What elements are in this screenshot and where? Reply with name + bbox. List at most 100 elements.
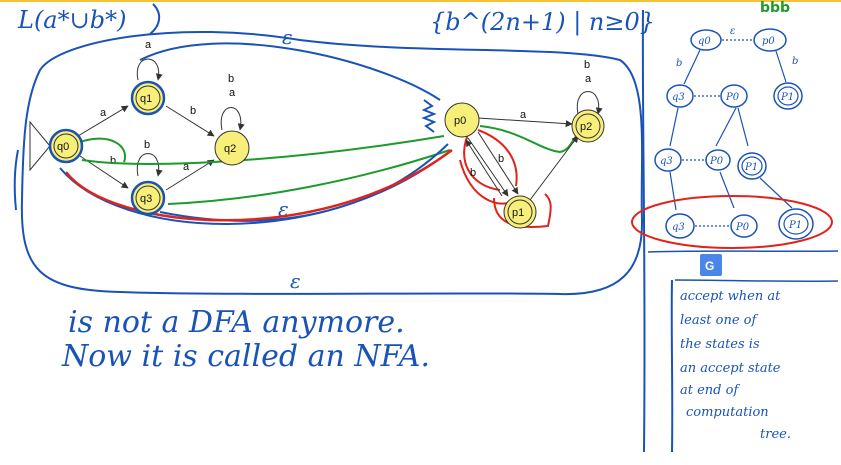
accept-note-line-2: least one of xyxy=(680,313,758,328)
tree-edge-epsilon: ε xyxy=(730,26,735,37)
state-q3: q3 xyxy=(130,180,166,216)
state-label-q2: q2 xyxy=(224,143,236,155)
tree-edge-b: b xyxy=(676,58,682,69)
tree-l2-q3: q3 xyxy=(660,156,673,167)
loop-q2 xyxy=(220,107,245,131)
accept-note-line-1: accept when at xyxy=(680,289,781,304)
blue-epsilon-q0-p0 xyxy=(59,153,447,225)
translate-icon: G xyxy=(705,259,714,273)
tree-l1-p1: P1 xyxy=(780,92,794,103)
red-highlight-path xyxy=(65,149,453,222)
tree-edge xyxy=(669,107,679,147)
divider-line xyxy=(641,9,646,453)
input-string-label: bbb xyxy=(760,0,790,16)
loop-p2 xyxy=(576,91,603,115)
language-left-label: L(a*∪b*) xyxy=(17,6,126,34)
edge-q1-q2 xyxy=(165,105,215,137)
tree-l2-p1: P1 xyxy=(744,162,758,173)
epsilon-label-bottom: ε xyxy=(290,269,301,293)
accept-note-line-4: an accept state xyxy=(680,361,781,376)
paren-stroke xyxy=(149,3,161,35)
epsilon-label-middle: ε xyxy=(278,197,289,221)
state-p0: p0 xyxy=(444,102,480,138)
edge-label-p2-loop2: a xyxy=(585,73,592,85)
tree-root-p0 xyxy=(753,28,787,52)
state-label-p1: p1 xyxy=(512,207,524,219)
edge-label-q1-loop: a xyxy=(145,39,152,51)
edge-label-q3-q2: a xyxy=(183,161,190,173)
tree-edge xyxy=(775,50,787,83)
accept-note-line-5: at end of xyxy=(680,383,740,398)
state-label-p0: p0 xyxy=(454,115,466,127)
edge-label-q2-loop2: a xyxy=(229,87,236,99)
language-right-label: {b^(2n+1) | n≥0} xyxy=(430,8,655,37)
tree-level-3: q3 P0 P1 xyxy=(665,208,814,240)
start-arrow xyxy=(29,120,51,172)
tree-l3-p0: P0 xyxy=(735,222,750,233)
red-circle-p1 xyxy=(493,193,552,228)
edge-p0-p1-a xyxy=(467,137,509,197)
top-highlight-strip xyxy=(0,0,841,2)
loop-q3 xyxy=(136,153,163,177)
state-p1: p1 xyxy=(503,195,537,229)
tree-edge xyxy=(715,107,749,147)
state-label-q1: q1 xyxy=(140,93,152,105)
computation-tree: q0 ε p0 b b q3 P0 P1 q3 P0 P1 xyxy=(631,26,833,249)
tree-l2-p0: P0 xyxy=(709,156,724,167)
edge-p0-p1-b xyxy=(477,131,519,195)
edge-label-q1-q2: b xyxy=(190,105,196,117)
tree-root-q0 xyxy=(690,29,722,51)
state-p2: p2 xyxy=(571,109,605,143)
edge-label-p0-p2: a xyxy=(520,109,527,121)
state-label-p2: p2 xyxy=(580,121,592,133)
green-epsilon-q3-p0 xyxy=(167,149,451,205)
accept-highlight-ring xyxy=(631,195,833,249)
tree-root-p0-label: p0 xyxy=(762,36,775,47)
state-q0: q0 xyxy=(48,128,84,164)
note-line-2: Now it is called an NFA. xyxy=(61,339,430,374)
epsilon-label-top: ε xyxy=(282,25,293,49)
tree-root-q0-label: q0 xyxy=(698,36,711,47)
accept-note-line-7: tree. xyxy=(760,427,791,442)
state-label-q0: q0 xyxy=(57,141,69,153)
edge-p0-p2 xyxy=(477,117,573,128)
tree-l3-q3: q3 xyxy=(672,222,685,233)
edge-p1-p2 xyxy=(529,135,579,201)
tree-edge xyxy=(669,171,793,211)
note-line-1: is not a DFA anymore. xyxy=(68,305,405,340)
tree-bottom-line xyxy=(647,250,839,253)
edge-label-q2-loop: b xyxy=(228,73,234,85)
tree-level-2: q3 P0 P1 xyxy=(654,148,767,180)
tree-level-1: q3 P0 P1 xyxy=(666,82,803,110)
epsilon-arc-top xyxy=(139,42,441,101)
scribble-mark xyxy=(421,99,437,133)
green-stroke-q0-q3 xyxy=(79,137,127,163)
edge-q3-q2 xyxy=(165,159,215,191)
edge-label-p0-p1-a: b xyxy=(470,167,476,179)
edge-label-p0-p1-b: b xyxy=(498,153,504,165)
state-q2: q2 xyxy=(214,130,250,166)
edge-label-q3-loop: b xyxy=(144,139,150,151)
tree-edge xyxy=(683,49,701,85)
tree-l1-q3: q3 xyxy=(672,92,685,103)
loop-q1 xyxy=(136,58,163,81)
tree-l1-p0: P0 xyxy=(725,92,740,103)
tree-l3-p1: P1 xyxy=(788,220,802,231)
edge-label-q0-q1: a xyxy=(100,107,107,119)
green-epsilon-q0-p0 xyxy=(81,135,445,165)
edge-p1-p0 xyxy=(465,139,503,197)
edge-label-q0-q3: b xyxy=(110,155,116,167)
state-label-q3: q3 xyxy=(140,193,152,205)
accept-note-line-3: the states is xyxy=(680,337,760,352)
note-top-line xyxy=(674,279,839,283)
wrapper-left-edge xyxy=(13,149,19,211)
translate-badge[interactable]: G xyxy=(700,254,722,276)
accept-note-line-6: computation xyxy=(686,405,769,420)
epsilon-wrapper-outline xyxy=(20,30,644,296)
state-q1: q1 xyxy=(130,80,166,116)
divider-line-note xyxy=(670,279,674,453)
edge-q0-q1 xyxy=(77,105,129,137)
tree-edge-b2: b xyxy=(792,56,798,67)
